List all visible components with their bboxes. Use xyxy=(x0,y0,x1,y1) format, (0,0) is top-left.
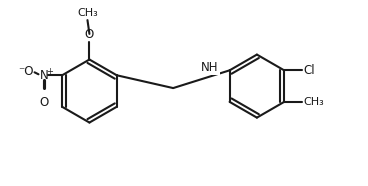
Text: NH: NH xyxy=(201,61,219,74)
Text: +: + xyxy=(46,67,53,76)
Text: O: O xyxy=(85,28,94,41)
Text: CH₃: CH₃ xyxy=(303,97,324,107)
Text: ⁻O: ⁻O xyxy=(18,65,33,78)
Text: O: O xyxy=(40,96,49,109)
Text: N: N xyxy=(40,69,49,82)
Text: Cl: Cl xyxy=(303,64,315,77)
Text: CH₃: CH₃ xyxy=(77,8,98,18)
